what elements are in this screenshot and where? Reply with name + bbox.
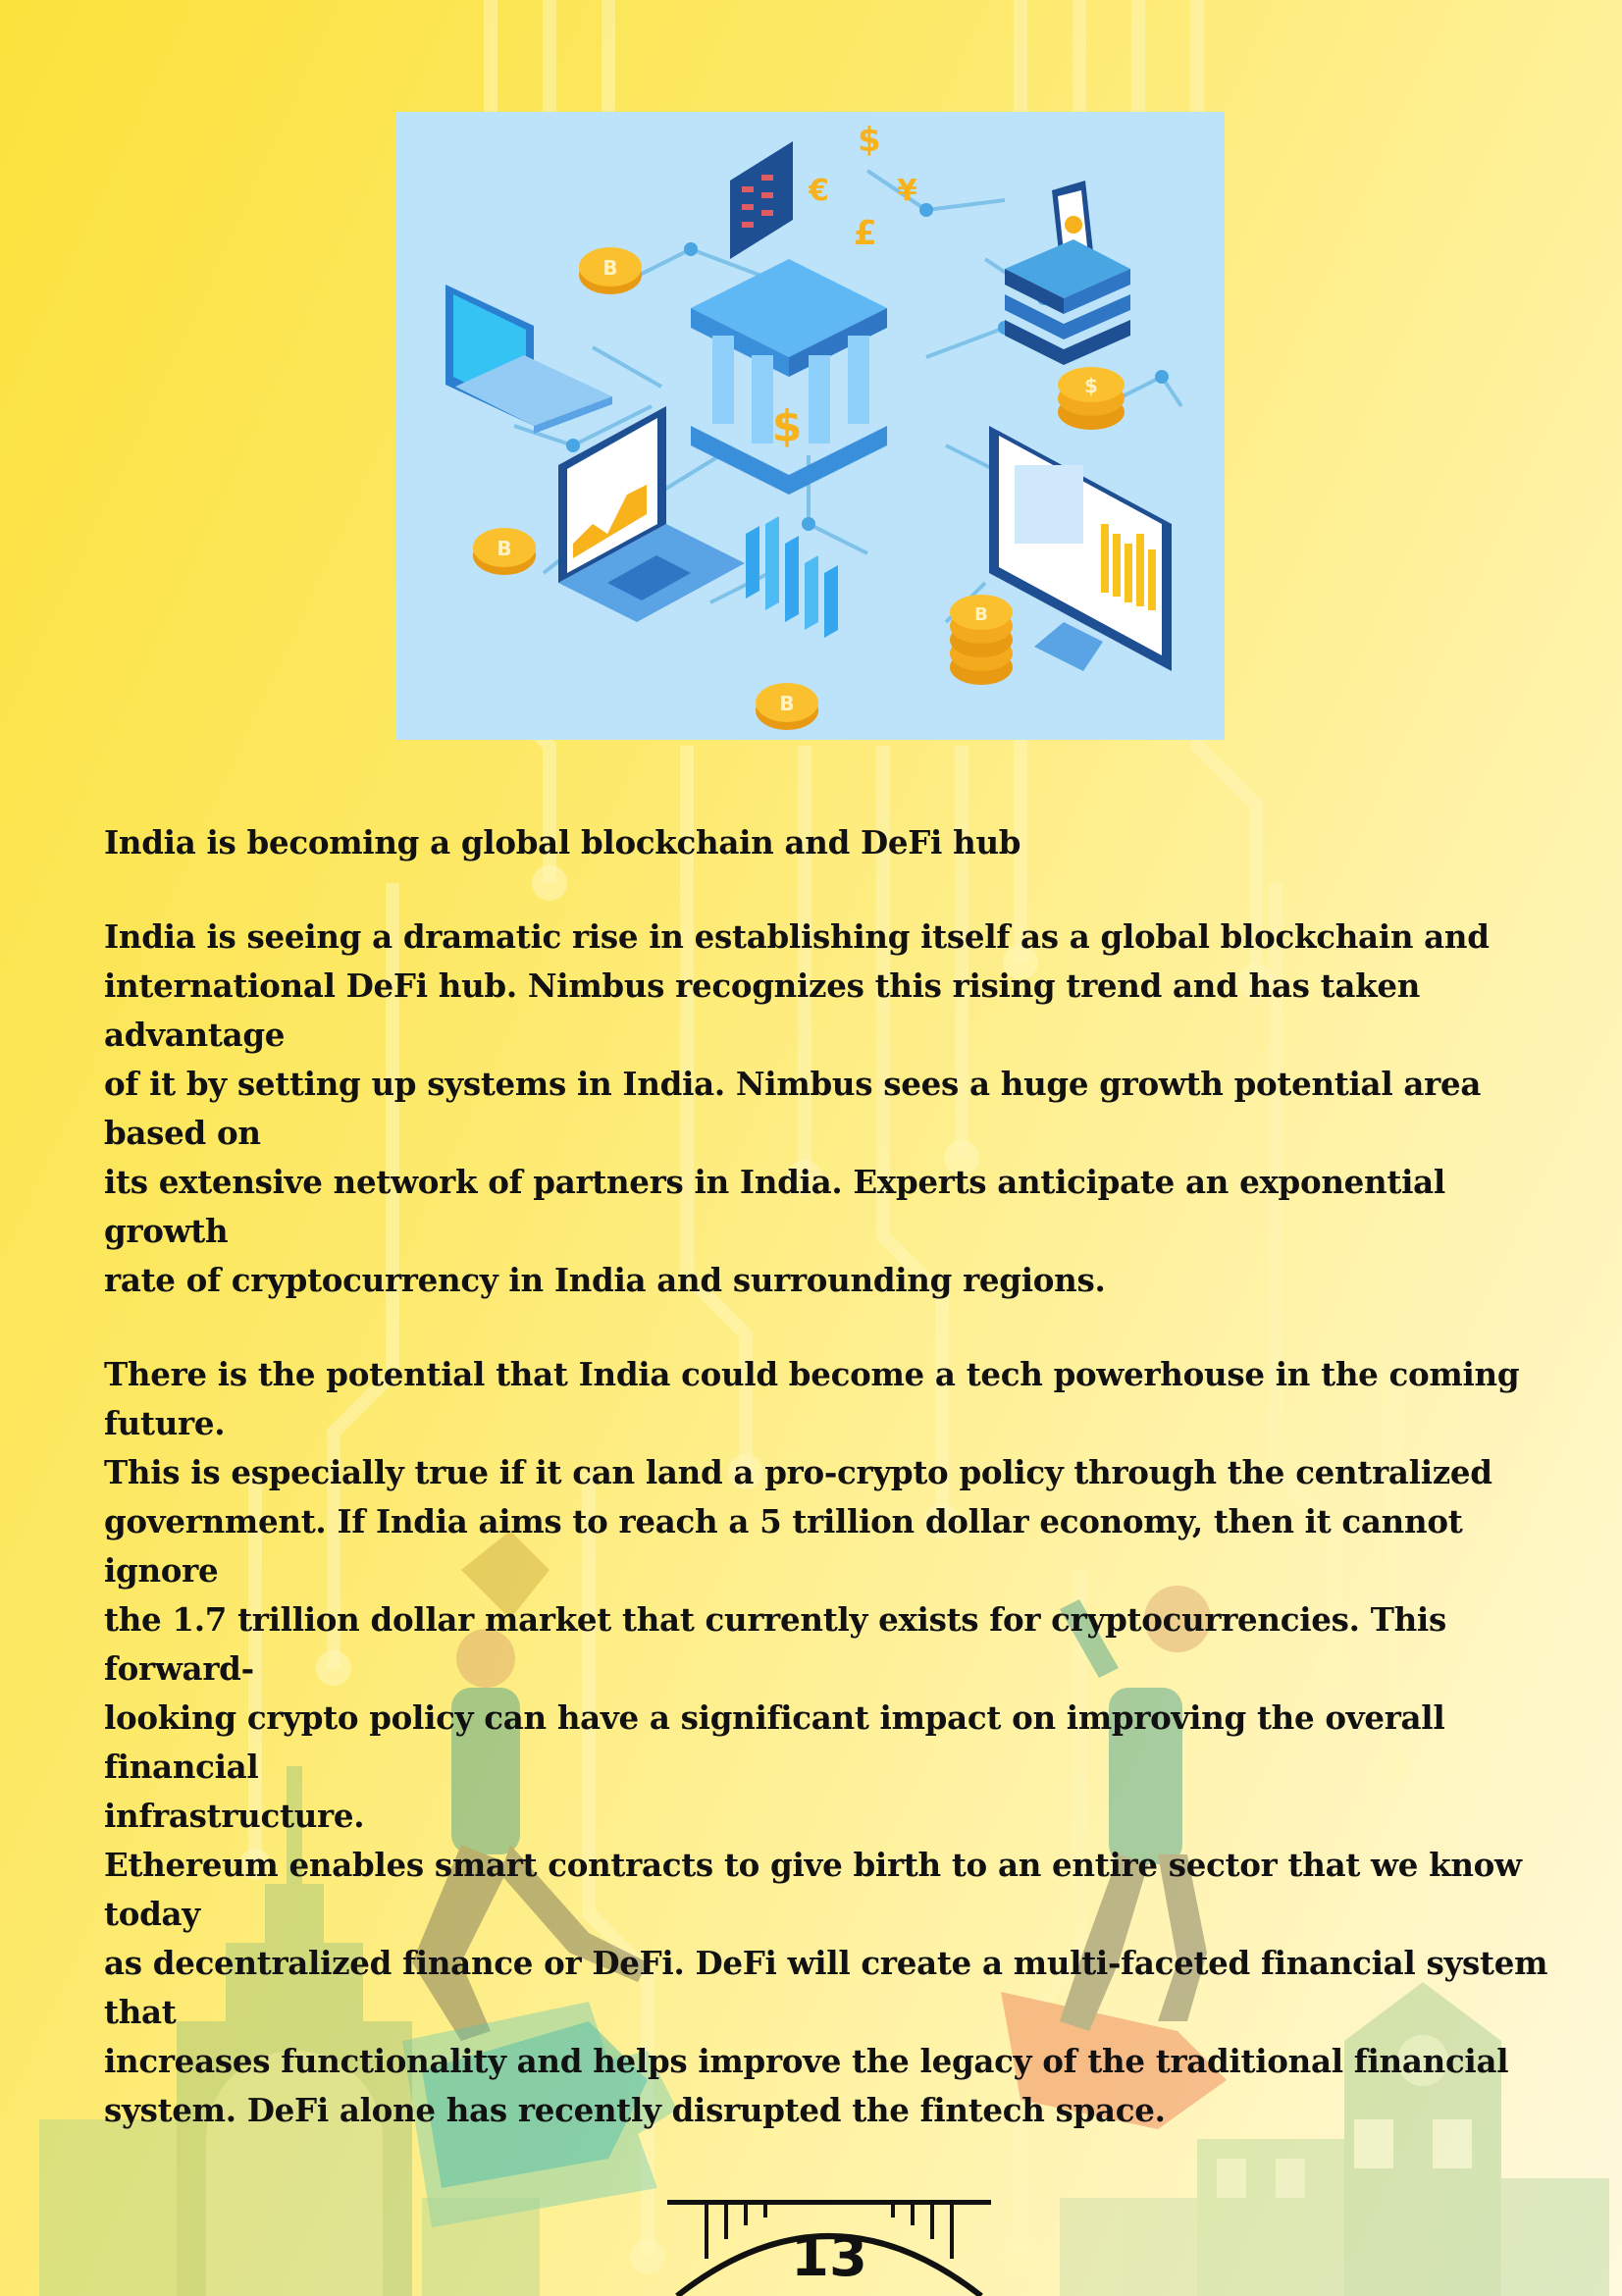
svg-text:$: $ [772, 401, 803, 451]
svg-text:B: B [602, 256, 617, 280]
bitcoin-coin-icon: B [579, 247, 642, 294]
defi-hero-illustration: $ [396, 112, 1225, 740]
svg-text:€: € [808, 174, 829, 208]
bank-icon: $ [691, 259, 887, 495]
bitcoin-coin-icon: B [473, 528, 536, 575]
laptop-chart-icon [558, 406, 745, 622]
buildings-right-illustration [1060, 1982, 1609, 2296]
bar-chart-icon [746, 516, 838, 638]
circuit-nodes [239, 865, 1409, 2274]
person-left-illustration [412, 1531, 648, 2188]
svg-text:¥: ¥ [897, 174, 917, 208]
article-heading: India is becoming a global blockchain an… [104, 823, 1021, 861]
article-paragraph-1: India is seeing a dramatic rise in estab… [104, 917, 1490, 1299]
svg-text:B: B [974, 604, 988, 625]
article-paragraph-2: There is the potential that India could … [104, 1355, 1520, 1835]
article-paragraph-3: Ethereum enables smart contracts to give… [104, 1846, 1548, 2129]
monitor-icon [989, 426, 1172, 671]
bitcoin-coin-icon: B [756, 683, 818, 730]
spacer [104, 867, 1556, 913]
currency-exchange-icon: $ € ¥ £ [808, 121, 917, 253]
bridge-icon [667, 2200, 991, 2296]
server-stack-icon [1005, 239, 1130, 365]
page-number: 13 [791, 2225, 867, 2289]
bar-chart-icon [1101, 524, 1156, 610]
svg-text:$: $ [858, 121, 881, 160]
person-right-illustration [1001, 1586, 1227, 2129]
bitcoin-coin-stack-icon: B [950, 595, 1013, 685]
buildings-left-illustration [39, 1766, 540, 2296]
svg-text:£: £ [854, 214, 877, 253]
article-body: India is becoming a global blockchain an… [104, 818, 1556, 2135]
svg-text:B: B [779, 692, 794, 715]
page-number-ornament: 13 [667, 2196, 991, 2296]
spacer [104, 1305, 1556, 1350]
exchange-board-icon [730, 141, 793, 259]
puzzle-piece-left [402, 2002, 677, 2227]
dollar-coin-icon: $ [1058, 367, 1125, 430]
svg-text:$: $ [1084, 374, 1098, 397]
svg-text:B: B [497, 537, 511, 560]
laptop-icon [445, 285, 612, 434]
